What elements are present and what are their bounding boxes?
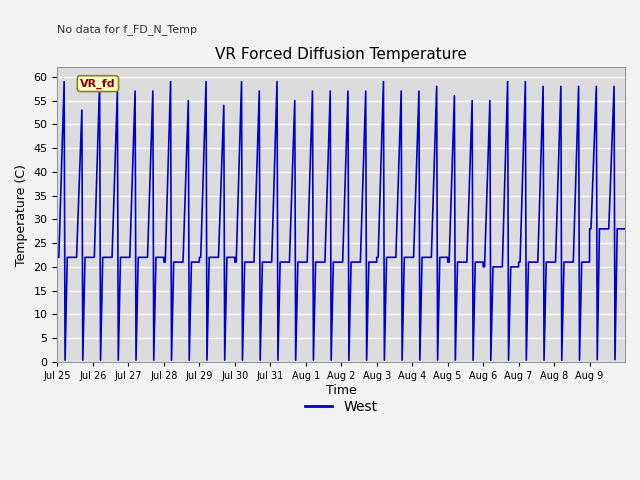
X-axis label: Time: Time bbox=[326, 384, 356, 396]
Y-axis label: Temperature (C): Temperature (C) bbox=[15, 164, 28, 265]
Legend: West: West bbox=[299, 395, 383, 420]
Text: No data for f_FD_N_Temp: No data for f_FD_N_Temp bbox=[58, 24, 197, 35]
Text: VR_fd: VR_fd bbox=[80, 79, 116, 89]
Title: VR Forced Diffusion Temperature: VR Forced Diffusion Temperature bbox=[215, 47, 467, 62]
